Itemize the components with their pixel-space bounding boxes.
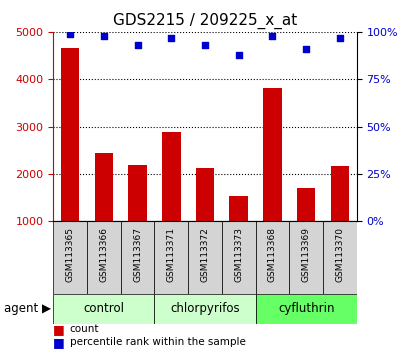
Bar <box>322 222 356 295</box>
Text: GSM113366: GSM113366 <box>99 227 108 282</box>
Text: percentile rank within the sample: percentile rank within the sample <box>70 337 245 347</box>
Text: ■: ■ <box>53 336 65 349</box>
Text: ■: ■ <box>53 323 65 336</box>
Bar <box>53 222 87 295</box>
Point <box>302 46 309 52</box>
Bar <box>255 295 356 324</box>
Text: GSM113370: GSM113370 <box>335 227 344 282</box>
Bar <box>330 166 348 269</box>
Bar <box>53 295 154 324</box>
Bar <box>255 222 289 295</box>
Bar <box>120 222 154 295</box>
Text: chlorpyrifos: chlorpyrifos <box>170 303 239 315</box>
Point <box>67 31 73 36</box>
Bar <box>263 88 281 269</box>
Bar <box>229 196 247 269</box>
Point <box>100 33 107 39</box>
Text: count: count <box>70 324 99 335</box>
Point <box>336 35 342 40</box>
Text: GSM113369: GSM113369 <box>301 227 310 282</box>
Point <box>134 42 141 48</box>
Text: GSM113371: GSM113371 <box>166 227 175 282</box>
Text: GSM113368: GSM113368 <box>267 227 276 282</box>
Text: GSM113373: GSM113373 <box>234 227 243 282</box>
Text: cyfluthrin: cyfluthrin <box>277 303 334 315</box>
Bar <box>188 222 221 295</box>
Point <box>235 52 241 57</box>
Bar <box>289 222 322 295</box>
Text: GSM113365: GSM113365 <box>65 227 74 282</box>
Point <box>168 35 174 40</box>
Bar <box>94 153 113 269</box>
Bar <box>221 222 255 295</box>
Bar <box>61 48 79 269</box>
Text: GSM113367: GSM113367 <box>133 227 142 282</box>
Bar <box>87 222 120 295</box>
Bar <box>296 188 315 269</box>
Bar <box>162 132 180 269</box>
Bar <box>128 165 146 269</box>
Text: control: control <box>83 303 124 315</box>
Text: GSM113372: GSM113372 <box>200 227 209 282</box>
Point <box>201 42 208 48</box>
Bar <box>154 295 255 324</box>
Point <box>268 33 275 39</box>
Title: GDS2215 / 209225_x_at: GDS2215 / 209225_x_at <box>112 13 297 29</box>
Text: agent ▶: agent ▶ <box>4 303 51 315</box>
Bar <box>195 169 214 269</box>
Bar <box>154 222 188 295</box>
